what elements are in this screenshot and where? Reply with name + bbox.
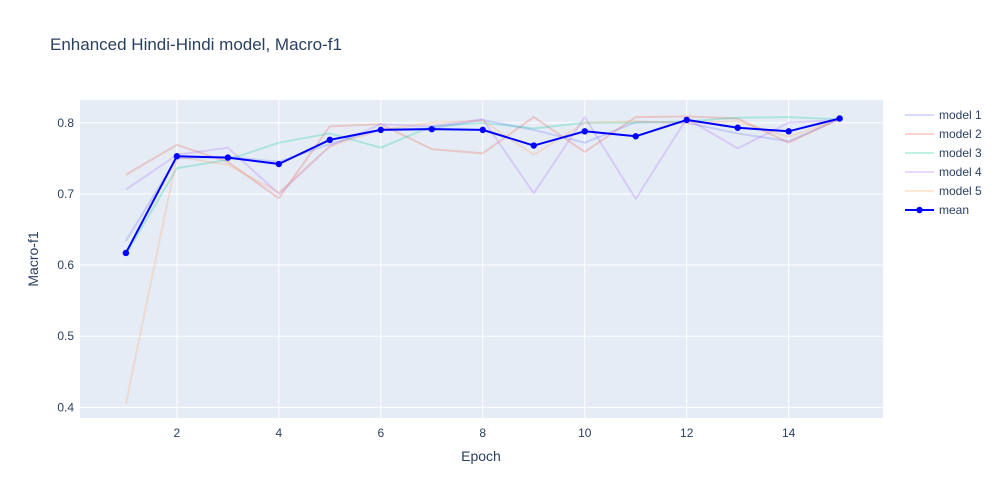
x-tick-label: 12 [680, 426, 694, 440]
legend-item[interactable]: mean [905, 203, 969, 217]
y-tick-label: 0.5 [57, 329, 74, 343]
legend-label: model 5 [939, 184, 982, 198]
series-line [124, 117, 841, 404]
series-line [125, 116, 840, 255]
x-tick-label: 2 [174, 426, 181, 440]
data-point [173, 153, 181, 160]
legend-item[interactable]: model 1 [905, 108, 982, 122]
series-line [125, 115, 841, 200]
legend-item[interactable]: model 2 [905, 127, 982, 141]
data-point [428, 125, 435, 133]
x-tick-label: 4 [275, 426, 282, 440]
series-model-3 [125, 116, 840, 255]
gridlines [80, 100, 883, 418]
series-model-4 [125, 116, 840, 200]
x-tick-label: 14 [782, 426, 796, 440]
x-tick-label: 10 [578, 426, 592, 440]
legend-label: model 1 [939, 108, 982, 122]
data-point [683, 116, 690, 124]
data-point [785, 128, 792, 135]
legend-label: model 3 [939, 146, 982, 160]
data-point [224, 154, 232, 161]
series-layer [122, 115, 843, 404]
data-point [275, 160, 283, 168]
data-point [530, 142, 537, 149]
legend[interactable]: model 1 model 2 model 3 model 4 model 5 mean [905, 108, 982, 217]
plot-area [80, 100, 883, 418]
legend-marker [916, 206, 923, 214]
data-point [479, 126, 486, 134]
x-tick-label: 8 [479, 426, 486, 440]
data-point [836, 115, 843, 122]
x-tick-label: 6 [377, 426, 384, 440]
data-point [122, 249, 130, 257]
series-model-2 [125, 115, 841, 200]
legend-label: mean [939, 203, 969, 217]
y-tick-label: 0.7 [57, 187, 74, 201]
data-point [377, 126, 385, 134]
data-point [581, 128, 588, 135]
y-axis-title: Macro-f1 [25, 231, 41, 286]
y-tick-label: 0.6 [57, 258, 74, 272]
series-line [125, 118, 841, 242]
series-model-1 [125, 118, 841, 242]
legend-item[interactable]: model 5 [905, 184, 982, 198]
x-tick-labels: 2 4 6 8 10 12 14 [174, 426, 796, 440]
legend-label: model 2 [939, 127, 982, 141]
data-point [326, 136, 334, 144]
legend-item[interactable]: model 4 [905, 165, 982, 179]
x-axis-title: Epoch [461, 448, 501, 464]
y-tick-label: 0.4 [57, 400, 74, 414]
chart-title: Enhanced Hindi-Hindi model, Macro-f1 [50, 35, 342, 54]
data-point [632, 133, 639, 140]
y-tick-labels: 0.4 0.5 0.6 0.7 0.8 [57, 116, 74, 415]
y-tick-label: 0.8 [57, 116, 74, 130]
series-line [125, 116, 840, 200]
series-model-5 [124, 117, 841, 404]
legend-label: model 4 [939, 165, 982, 179]
legend-item[interactable]: model 3 [905, 146, 982, 160]
data-point [734, 124, 741, 131]
series-mean [122, 115, 843, 257]
